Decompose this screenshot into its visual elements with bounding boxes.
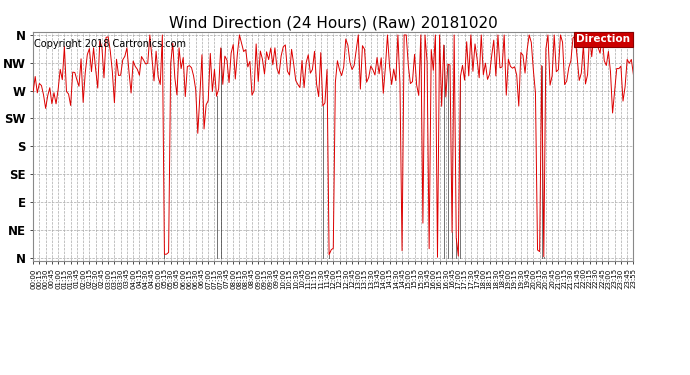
Text: Copyright 2018 Cartronics.com: Copyright 2018 Cartronics.com (34, 39, 186, 49)
Text: Direction: Direction (576, 34, 631, 44)
Title: Wind Direction (24 Hours) (Raw) 20181020: Wind Direction (24 Hours) (Raw) 20181020 (169, 16, 497, 31)
